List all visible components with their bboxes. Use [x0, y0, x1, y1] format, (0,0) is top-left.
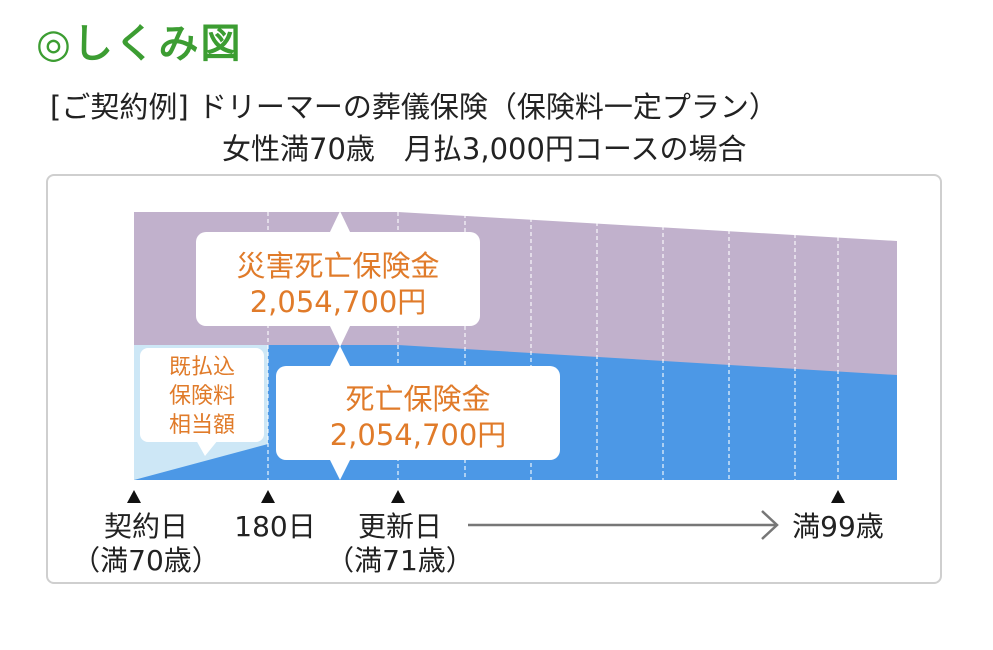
contract-example-title: [ご契約例] ドリーマーの葬儀保険（保険料一定プラン）: [50, 90, 778, 124]
day180-marker-icon: [261, 490, 275, 503]
page-heading: ◎しくみ図: [36, 21, 243, 67]
end-age-label: 満99歳: [792, 510, 884, 543]
contract-date-age: （満70歳）: [72, 544, 220, 577]
renewal-date-marker-icon: [391, 490, 405, 503]
contract-date-label: 契約日: [104, 510, 188, 543]
day180-label: 180日: [234, 510, 315, 543]
death-callout: 死亡保険金 2,054,700円: [276, 346, 560, 480]
disaster-death-title: 災害死亡保険金: [236, 249, 439, 283]
paid-premium-line2: 保険料: [169, 384, 235, 409]
contract-example-condition: 女性満70歳 月払3,000円コースの場合: [222, 132, 747, 166]
renewal-date-label: 更新日: [358, 510, 442, 543]
paid-premium-line3: 相当額: [169, 413, 235, 438]
disaster-death-amount: 2,054,700円: [250, 285, 427, 319]
year-dividers: [267, 212, 839, 480]
disaster-death-callout: 災害死亡保険金 2,054,700円: [196, 211, 480, 347]
contract-date-marker-icon: [127, 490, 141, 503]
timeline-arrow-icon: [468, 510, 779, 540]
death-benefit-amount: 2,054,700円: [330, 418, 507, 452]
renewal-date-age: （満71歳）: [326, 544, 474, 577]
death-benefit-title: 死亡保険金: [345, 382, 490, 416]
end-age-marker-icon: [831, 490, 845, 503]
paid-premium-callout: 既払込 保険料 相当額: [140, 348, 264, 456]
paid-premium-line1: 既払込: [169, 355, 235, 380]
